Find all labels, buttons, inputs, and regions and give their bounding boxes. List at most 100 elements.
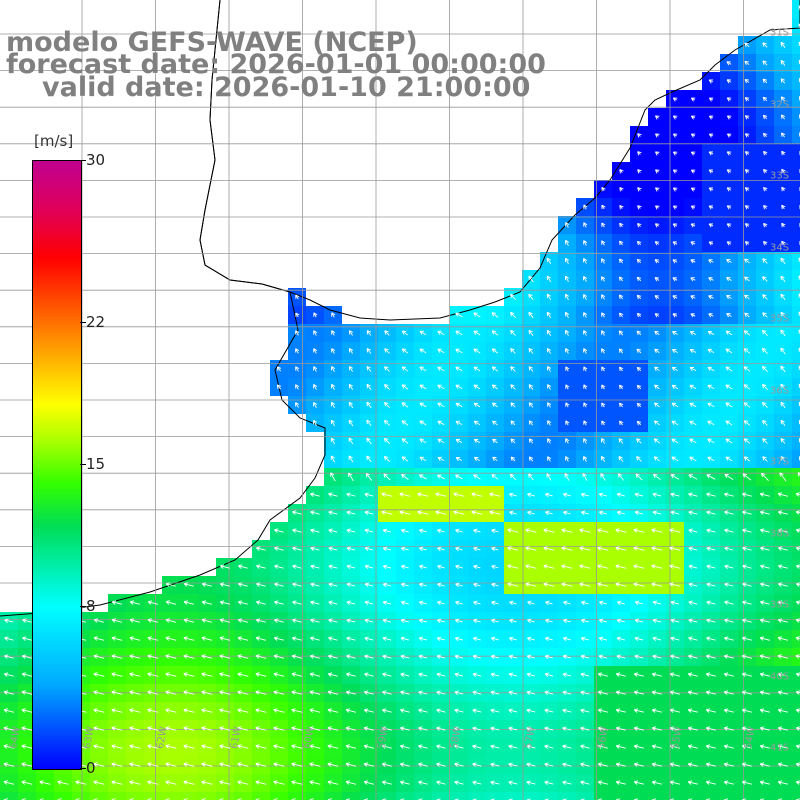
wind-arrow xyxy=(546,275,552,283)
wind-arrow xyxy=(547,420,552,426)
wind-arrow xyxy=(670,636,680,641)
wind-arrow xyxy=(688,492,698,497)
wind-arrow xyxy=(419,456,427,462)
wind-arrow xyxy=(633,690,644,695)
wind-arrow xyxy=(741,690,752,695)
wind-arrow xyxy=(201,636,213,641)
wind-arrow xyxy=(328,582,338,587)
wind-arrow xyxy=(491,564,499,570)
wind-arrow xyxy=(562,744,572,749)
wind-arrow xyxy=(455,456,463,462)
wind-arrow xyxy=(706,582,716,587)
wind-arrow xyxy=(273,654,285,659)
wind-arrow xyxy=(544,654,553,660)
wind-arrow xyxy=(509,618,517,624)
wind-arrow xyxy=(690,115,696,120)
wind-arrow xyxy=(705,762,716,767)
wind-arrow xyxy=(777,654,789,659)
wind-arrow xyxy=(565,456,570,462)
wind-arrow xyxy=(636,348,642,354)
wind-arrow xyxy=(490,762,500,767)
wind-arrow xyxy=(706,510,716,515)
wind-arrow xyxy=(583,348,588,354)
wind-arrow xyxy=(4,654,14,659)
wind-arrow xyxy=(507,582,519,587)
wind-arrow xyxy=(291,798,296,800)
wind-arrow xyxy=(528,275,534,283)
wind-arrow xyxy=(652,510,662,516)
wind-arrow xyxy=(780,456,786,462)
wind-arrow xyxy=(237,798,242,800)
wind-arrow xyxy=(328,492,338,497)
wind-arrow xyxy=(687,708,698,713)
wind-arrow xyxy=(615,582,627,587)
wind-arrow xyxy=(291,726,303,731)
wind-arrow xyxy=(543,564,555,569)
wind-arrow xyxy=(4,636,14,641)
wind-arrow xyxy=(346,546,356,552)
wind-arrow xyxy=(331,401,336,409)
wind-cell xyxy=(792,324,800,342)
wind-arrow xyxy=(689,348,697,354)
wind-cell xyxy=(792,252,800,270)
wind-arrow xyxy=(21,762,33,767)
wind-arrow xyxy=(508,708,518,713)
wind-arrow xyxy=(579,582,591,587)
wind-arrow xyxy=(580,726,590,731)
wind-cell xyxy=(324,792,342,800)
wind-arrow xyxy=(562,636,571,642)
wind-arrow xyxy=(762,60,768,66)
wind-arrow xyxy=(345,726,357,731)
wind-arrow xyxy=(615,726,626,731)
wind-arrow xyxy=(437,420,445,426)
wind-arrow xyxy=(310,582,320,587)
wind-arrow xyxy=(313,312,318,318)
wind-arrow xyxy=(147,780,159,785)
wind-arrow xyxy=(619,384,624,390)
wind-cell xyxy=(792,702,800,720)
wind-arrow xyxy=(348,383,354,390)
wind-cell xyxy=(612,792,630,800)
wind-arrow xyxy=(583,312,588,318)
wind-arrow xyxy=(634,600,643,606)
wind-arrow xyxy=(183,762,195,767)
wind-arrow xyxy=(762,240,768,246)
wind-arrow xyxy=(726,205,732,210)
wind-arrow xyxy=(654,115,660,120)
wind-arrow xyxy=(129,762,141,767)
wind-arrow xyxy=(708,133,714,138)
wind-arrow xyxy=(510,438,516,444)
wind-arrow xyxy=(565,311,570,318)
wind-arrow xyxy=(528,347,534,354)
wind-arrow xyxy=(383,419,390,426)
wind-cell xyxy=(792,540,800,558)
wind-arrow xyxy=(780,114,786,120)
wind-arrow xyxy=(762,186,768,192)
wind-arrow xyxy=(309,672,321,677)
wind-arrow xyxy=(508,744,518,749)
wind-arrow xyxy=(619,420,624,426)
wind-arrow xyxy=(795,510,800,515)
wind-arrow xyxy=(564,275,570,283)
wind-arrow xyxy=(295,294,300,300)
wind-arrow xyxy=(473,312,481,318)
wind-arrow xyxy=(726,294,732,300)
wind-arrow xyxy=(725,348,733,354)
wind-arrow xyxy=(437,330,445,336)
wind-arrow xyxy=(219,654,231,659)
wind-arrow xyxy=(455,618,463,624)
wind-arrow xyxy=(690,295,696,300)
colorbar-tick-label: 15 xyxy=(86,455,106,473)
wind-arrow xyxy=(726,313,732,318)
wind-arrow xyxy=(637,205,642,210)
wind-arrow xyxy=(345,780,357,785)
wind-arrow xyxy=(310,618,320,623)
wind-cell xyxy=(0,792,18,800)
wind-arrow xyxy=(636,276,642,282)
wind-cell xyxy=(234,792,252,800)
wind-arrow xyxy=(651,780,662,785)
wind-arrow xyxy=(400,726,410,731)
wind-arrow xyxy=(780,275,786,283)
wind-cell xyxy=(792,522,800,540)
wind-cell xyxy=(378,792,396,800)
